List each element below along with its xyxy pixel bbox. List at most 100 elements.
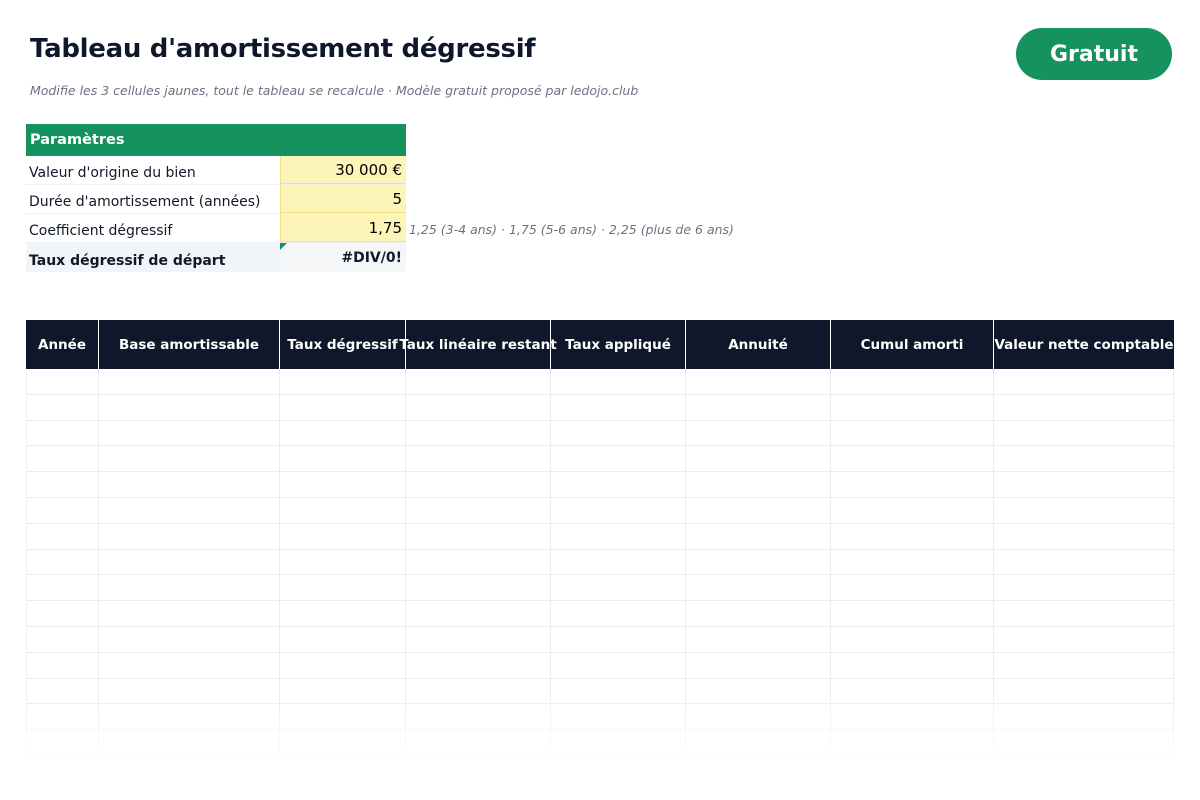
table-cell[interactable]	[551, 575, 686, 601]
table-cell[interactable]	[686, 497, 831, 523]
table-cell[interactable]	[831, 472, 994, 497]
table-cell[interactable]	[994, 497, 1174, 523]
table-cell[interactable]	[26, 420, 99, 446]
table-cell[interactable]	[26, 626, 99, 652]
table-cell[interactable]	[99, 394, 280, 420]
table-cell[interactable]	[406, 652, 551, 678]
table-cell[interactable]	[99, 497, 280, 523]
duration-input[interactable]: 5	[280, 185, 406, 213]
table-cell[interactable]	[99, 652, 280, 678]
table-cell[interactable]	[994, 523, 1174, 549]
table-cell[interactable]	[406, 497, 551, 523]
table-cell[interactable]	[406, 420, 551, 446]
table-cell[interactable]	[551, 652, 686, 678]
table-cell[interactable]	[26, 652, 99, 678]
table-cell[interactable]	[280, 549, 406, 575]
table-cell[interactable]	[994, 420, 1174, 446]
table-cell[interactable]	[686, 652, 831, 678]
table-cell[interactable]	[26, 369, 99, 394]
table-cell[interactable]	[994, 446, 1174, 472]
table-cell[interactable]	[99, 446, 280, 472]
table-cell[interactable]	[686, 369, 831, 394]
table-cell[interactable]	[280, 369, 406, 394]
table-cell[interactable]	[99, 523, 280, 549]
table-cell[interactable]	[551, 678, 686, 704]
table-cell[interactable]	[994, 575, 1174, 601]
table-cell[interactable]	[551, 549, 686, 575]
origin-value-input[interactable]: 30 000 €	[280, 156, 406, 184]
table-cell[interactable]	[406, 523, 551, 549]
table-cell[interactable]	[26, 575, 99, 601]
table-cell[interactable]	[686, 626, 831, 652]
table-cell[interactable]	[686, 523, 831, 549]
table-cell[interactable]	[406, 601, 551, 626]
table-cell[interactable]	[831, 523, 994, 549]
table-cell[interactable]	[994, 472, 1174, 497]
table-cell[interactable]	[831, 575, 994, 601]
table-cell[interactable]	[280, 394, 406, 420]
table-cell[interactable]	[831, 369, 994, 394]
table-cell[interactable]	[406, 626, 551, 652]
table-cell[interactable]	[686, 575, 831, 601]
table-cell[interactable]	[686, 549, 831, 575]
table-cell[interactable]	[26, 472, 99, 497]
table-cell[interactable]	[280, 523, 406, 549]
table-cell[interactable]	[831, 394, 994, 420]
table-cell[interactable]	[280, 652, 406, 678]
table-cell[interactable]	[280, 678, 406, 704]
table-cell[interactable]	[994, 394, 1174, 420]
coefficient-input[interactable]: 1,75	[280, 214, 406, 242]
table-cell[interactable]	[686, 601, 831, 626]
table-cell[interactable]	[551, 394, 686, 420]
table-cell[interactable]	[551, 626, 686, 652]
table-cell[interactable]	[280, 626, 406, 652]
table-cell[interactable]	[551, 523, 686, 549]
table-cell[interactable]	[994, 678, 1174, 704]
table-cell[interactable]	[831, 678, 994, 704]
table-cell[interactable]	[99, 575, 280, 601]
table-cell[interactable]	[551, 497, 686, 523]
table-cell[interactable]	[831, 549, 994, 575]
table-cell[interactable]	[551, 446, 686, 472]
table-cell[interactable]	[26, 523, 99, 549]
table-cell[interactable]	[406, 575, 551, 601]
table-cell[interactable]	[26, 497, 99, 523]
table-cell[interactable]	[686, 446, 831, 472]
table-cell[interactable]	[280, 575, 406, 601]
table-cell[interactable]	[99, 601, 280, 626]
table-cell[interactable]	[280, 420, 406, 446]
table-cell[interactable]	[551, 601, 686, 626]
table-cell[interactable]	[280, 601, 406, 626]
table-cell[interactable]	[551, 369, 686, 394]
table-cell[interactable]	[551, 472, 686, 497]
table-cell[interactable]	[99, 549, 280, 575]
table-cell[interactable]	[994, 601, 1174, 626]
table-cell[interactable]	[406, 549, 551, 575]
table-cell[interactable]	[994, 626, 1174, 652]
table-cell[interactable]	[99, 420, 280, 446]
table-cell[interactable]	[686, 420, 831, 446]
table-cell[interactable]	[406, 394, 551, 420]
table-cell[interactable]	[831, 420, 994, 446]
table-cell[interactable]	[26, 678, 99, 704]
table-cell[interactable]	[99, 626, 280, 652]
table-cell[interactable]	[26, 446, 99, 472]
table-cell[interactable]	[280, 472, 406, 497]
table-cell[interactable]	[994, 652, 1174, 678]
table-cell[interactable]	[280, 497, 406, 523]
table-cell[interactable]	[831, 497, 994, 523]
table-cell[interactable]	[686, 394, 831, 420]
table-cell[interactable]	[406, 472, 551, 497]
table-cell[interactable]	[831, 652, 994, 678]
table-cell[interactable]	[686, 472, 831, 497]
table-cell[interactable]	[406, 369, 551, 394]
starting-rate-value[interactable]: #DIV/0!	[280, 243, 406, 272]
table-cell[interactable]	[831, 601, 994, 626]
table-cell[interactable]	[831, 626, 994, 652]
table-cell[interactable]	[99, 678, 280, 704]
table-cell[interactable]	[686, 678, 831, 704]
table-cell[interactable]	[831, 446, 994, 472]
table-cell[interactable]	[406, 446, 551, 472]
table-cell[interactable]	[99, 472, 280, 497]
table-cell[interactable]	[26, 549, 99, 575]
